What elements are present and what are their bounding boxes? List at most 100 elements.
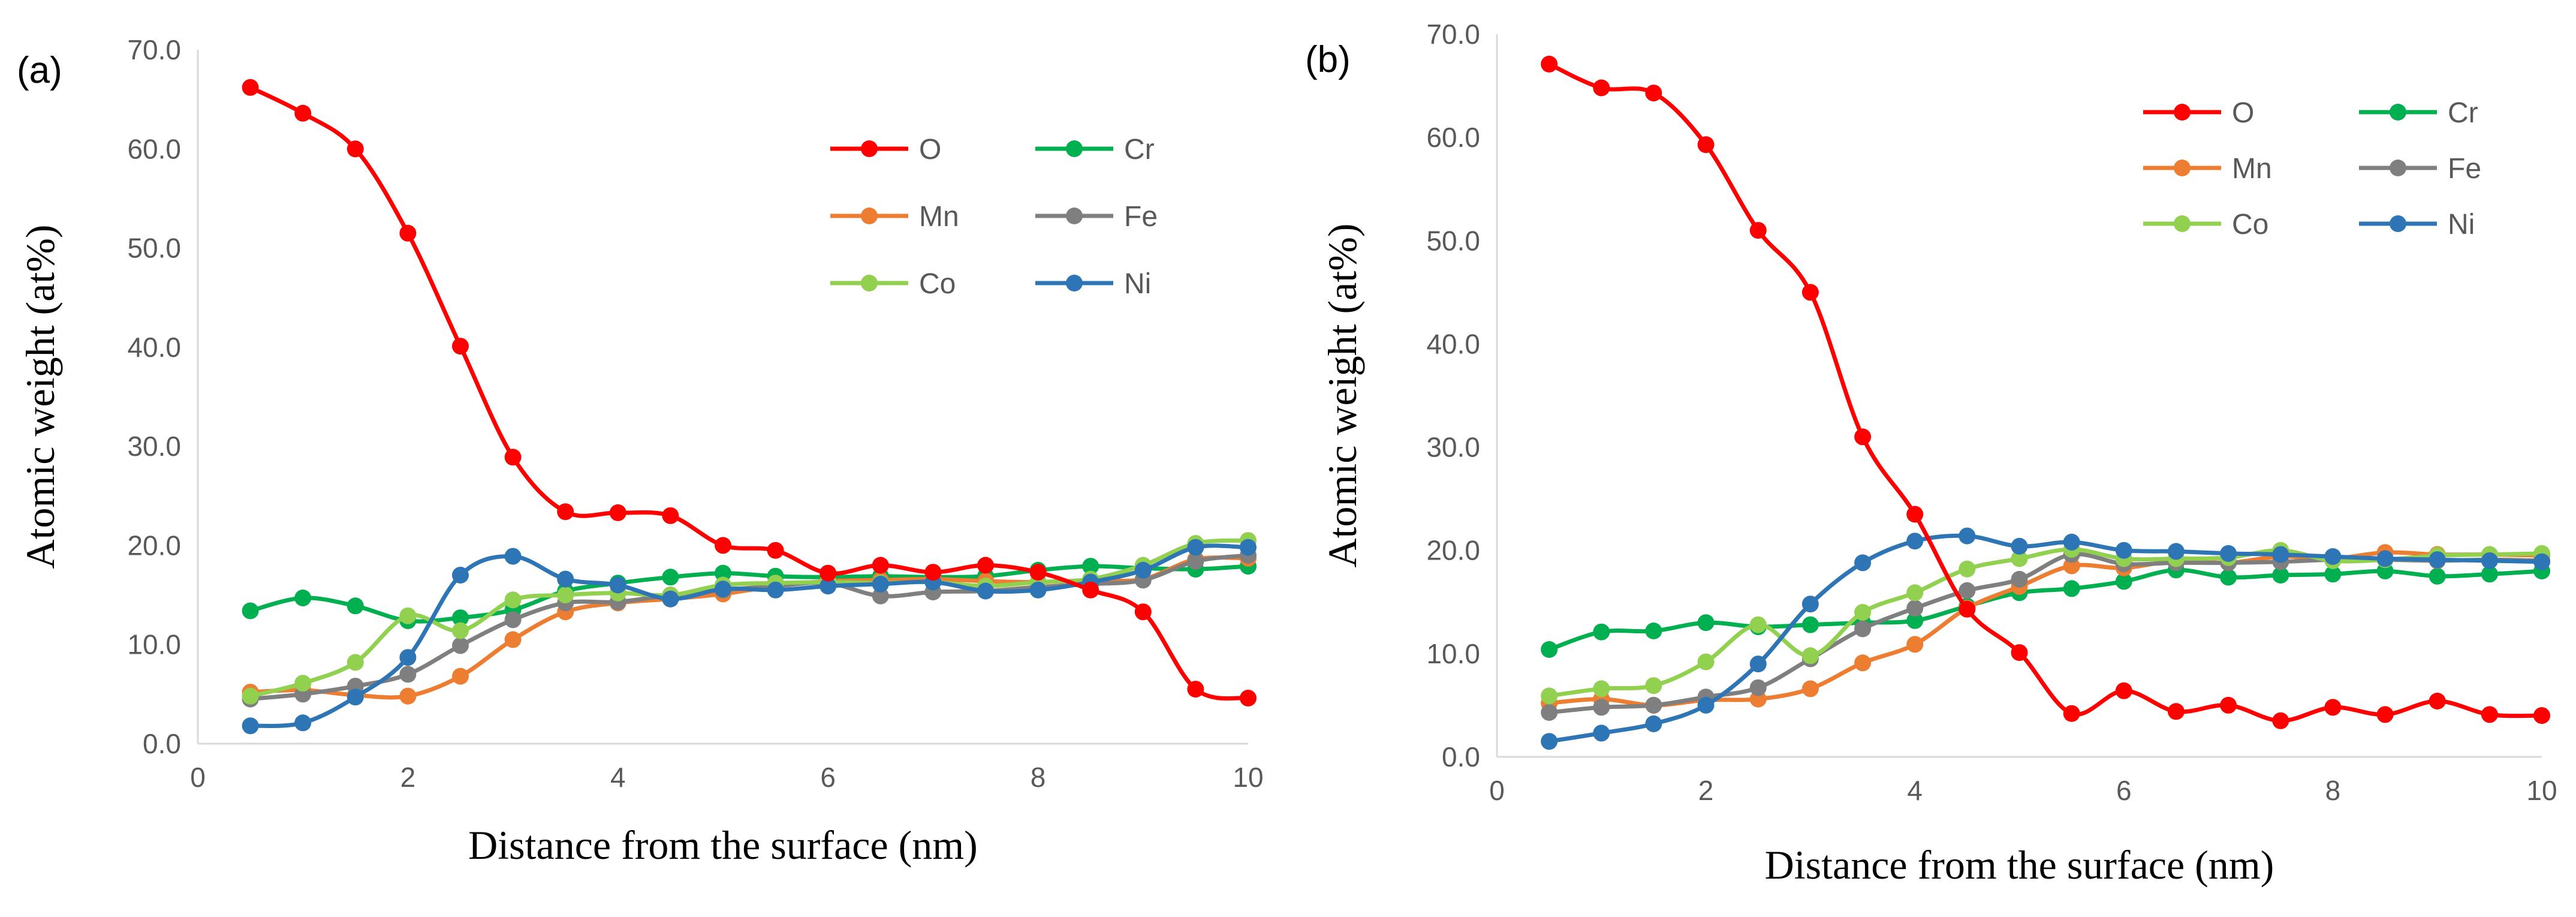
data-point (872, 587, 889, 605)
data-point (1854, 620, 1872, 638)
data-point (2533, 553, 2550, 570)
data-point (767, 581, 784, 599)
x-tick-label: 2 (400, 762, 416, 793)
series-ni (242, 539, 1257, 735)
data-point (1959, 600, 1976, 618)
series-line-ni (1547, 533, 2544, 744)
data-point (2429, 693, 2446, 709)
y-tick-label: 60.0 (1426, 122, 1480, 153)
x-tick-label: 8 (2325, 775, 2341, 806)
legend-marker (2174, 215, 2191, 232)
legend-label: Mn (919, 201, 959, 233)
data-point (2272, 567, 2289, 584)
data-point (2324, 699, 2342, 716)
legend-item-mn: Mn (2143, 153, 2272, 185)
data-point (977, 557, 994, 574)
data-point (2115, 542, 2132, 559)
panel-label: (a) (17, 50, 62, 91)
legend-item-o: O (830, 134, 941, 166)
legend-label: Ni (2448, 209, 2475, 240)
data-point (872, 575, 889, 593)
data-point (2011, 537, 2028, 555)
legend: O Cr Mn Fe Co Ni (2143, 97, 2481, 240)
data-point (1541, 55, 1558, 73)
legend-marker (861, 140, 878, 157)
data-point (1541, 704, 1558, 721)
series-line-o (1547, 62, 2544, 723)
data-point (1854, 654, 1872, 672)
data-point (2272, 712, 2289, 729)
data-point (1854, 604, 1872, 621)
x-tick-label: 6 (2116, 775, 2132, 806)
data-point (1854, 554, 1872, 572)
data-point (1645, 715, 1662, 732)
data-point (557, 503, 574, 521)
legend-label: Fe (2448, 153, 2481, 185)
legend-marker (2174, 160, 2191, 176)
legend-label: O (2232, 97, 2254, 129)
data-point (1801, 596, 1819, 613)
x-tick-label: 4 (1907, 775, 1923, 806)
data-point (347, 140, 364, 158)
data-point (294, 104, 312, 122)
data-point (2272, 546, 2289, 563)
legend-marker (2174, 104, 2191, 121)
y-tick-label: 10.0 (1426, 638, 1480, 669)
chart-panel-a: (a) 0.0 10.0 20.0 30.0 40.0 50.0 60.0 70.0 0 2 4 6 8 1… (17, 34, 1264, 868)
legend-marker (2390, 160, 2406, 176)
legend-item-cr: Cr (2359, 97, 2478, 129)
data-point (1240, 690, 1257, 706)
y-tick-label: 0.0 (143, 728, 181, 759)
data-point (1029, 581, 1047, 599)
data-point (294, 590, 312, 606)
data-point (347, 597, 364, 615)
y-tick-label: 30.0 (1426, 432, 1480, 463)
data-point (1854, 428, 1872, 446)
data-point (399, 687, 417, 705)
data-point (662, 569, 679, 586)
data-point (2429, 567, 2446, 585)
legend-label: Cr (2448, 97, 2478, 129)
legend-marker (861, 275, 878, 291)
data-point (662, 507, 679, 524)
data-point (1645, 677, 1662, 694)
series-line-o (248, 85, 1251, 701)
legend-marker (1066, 140, 1083, 157)
data-point (1082, 581, 1099, 599)
data-point (2429, 551, 2446, 569)
data-point (1187, 539, 1204, 556)
data-point (399, 224, 417, 242)
data-point (2167, 703, 2185, 720)
data-point (1645, 696, 1662, 714)
legend-marker (2390, 104, 2406, 121)
data-point (609, 504, 626, 521)
legend-item-ni: Ni (2359, 209, 2475, 240)
data-point (2011, 570, 2028, 588)
data-point (820, 578, 837, 595)
legend-item-cr: Cr (1035, 134, 1155, 166)
legend-item-o: O (2143, 97, 2254, 129)
data-point (2115, 573, 2132, 590)
data-point (1697, 614, 1715, 632)
data-point (1134, 603, 1152, 621)
legend-label: Fe (1124, 201, 1158, 233)
data-point (1906, 506, 1924, 523)
y-tick-label: 30.0 (127, 431, 181, 462)
data-point (242, 717, 259, 735)
data-point (2220, 569, 2237, 586)
data-point (452, 668, 469, 685)
x-tick-label: 8 (1031, 762, 1046, 793)
data-point (1645, 85, 1662, 102)
data-point (504, 591, 522, 609)
x-tick-label: 6 (820, 762, 836, 793)
data-point (1749, 679, 1767, 696)
legend-label: O (919, 134, 941, 166)
series-ni (1541, 527, 2550, 750)
legend-marker (1066, 275, 1083, 291)
data-point (2115, 682, 2132, 699)
data-point (504, 631, 522, 648)
data-point (1801, 647, 1819, 665)
data-point (2376, 706, 2394, 723)
data-point (1240, 539, 1257, 556)
data-point (662, 590, 679, 608)
